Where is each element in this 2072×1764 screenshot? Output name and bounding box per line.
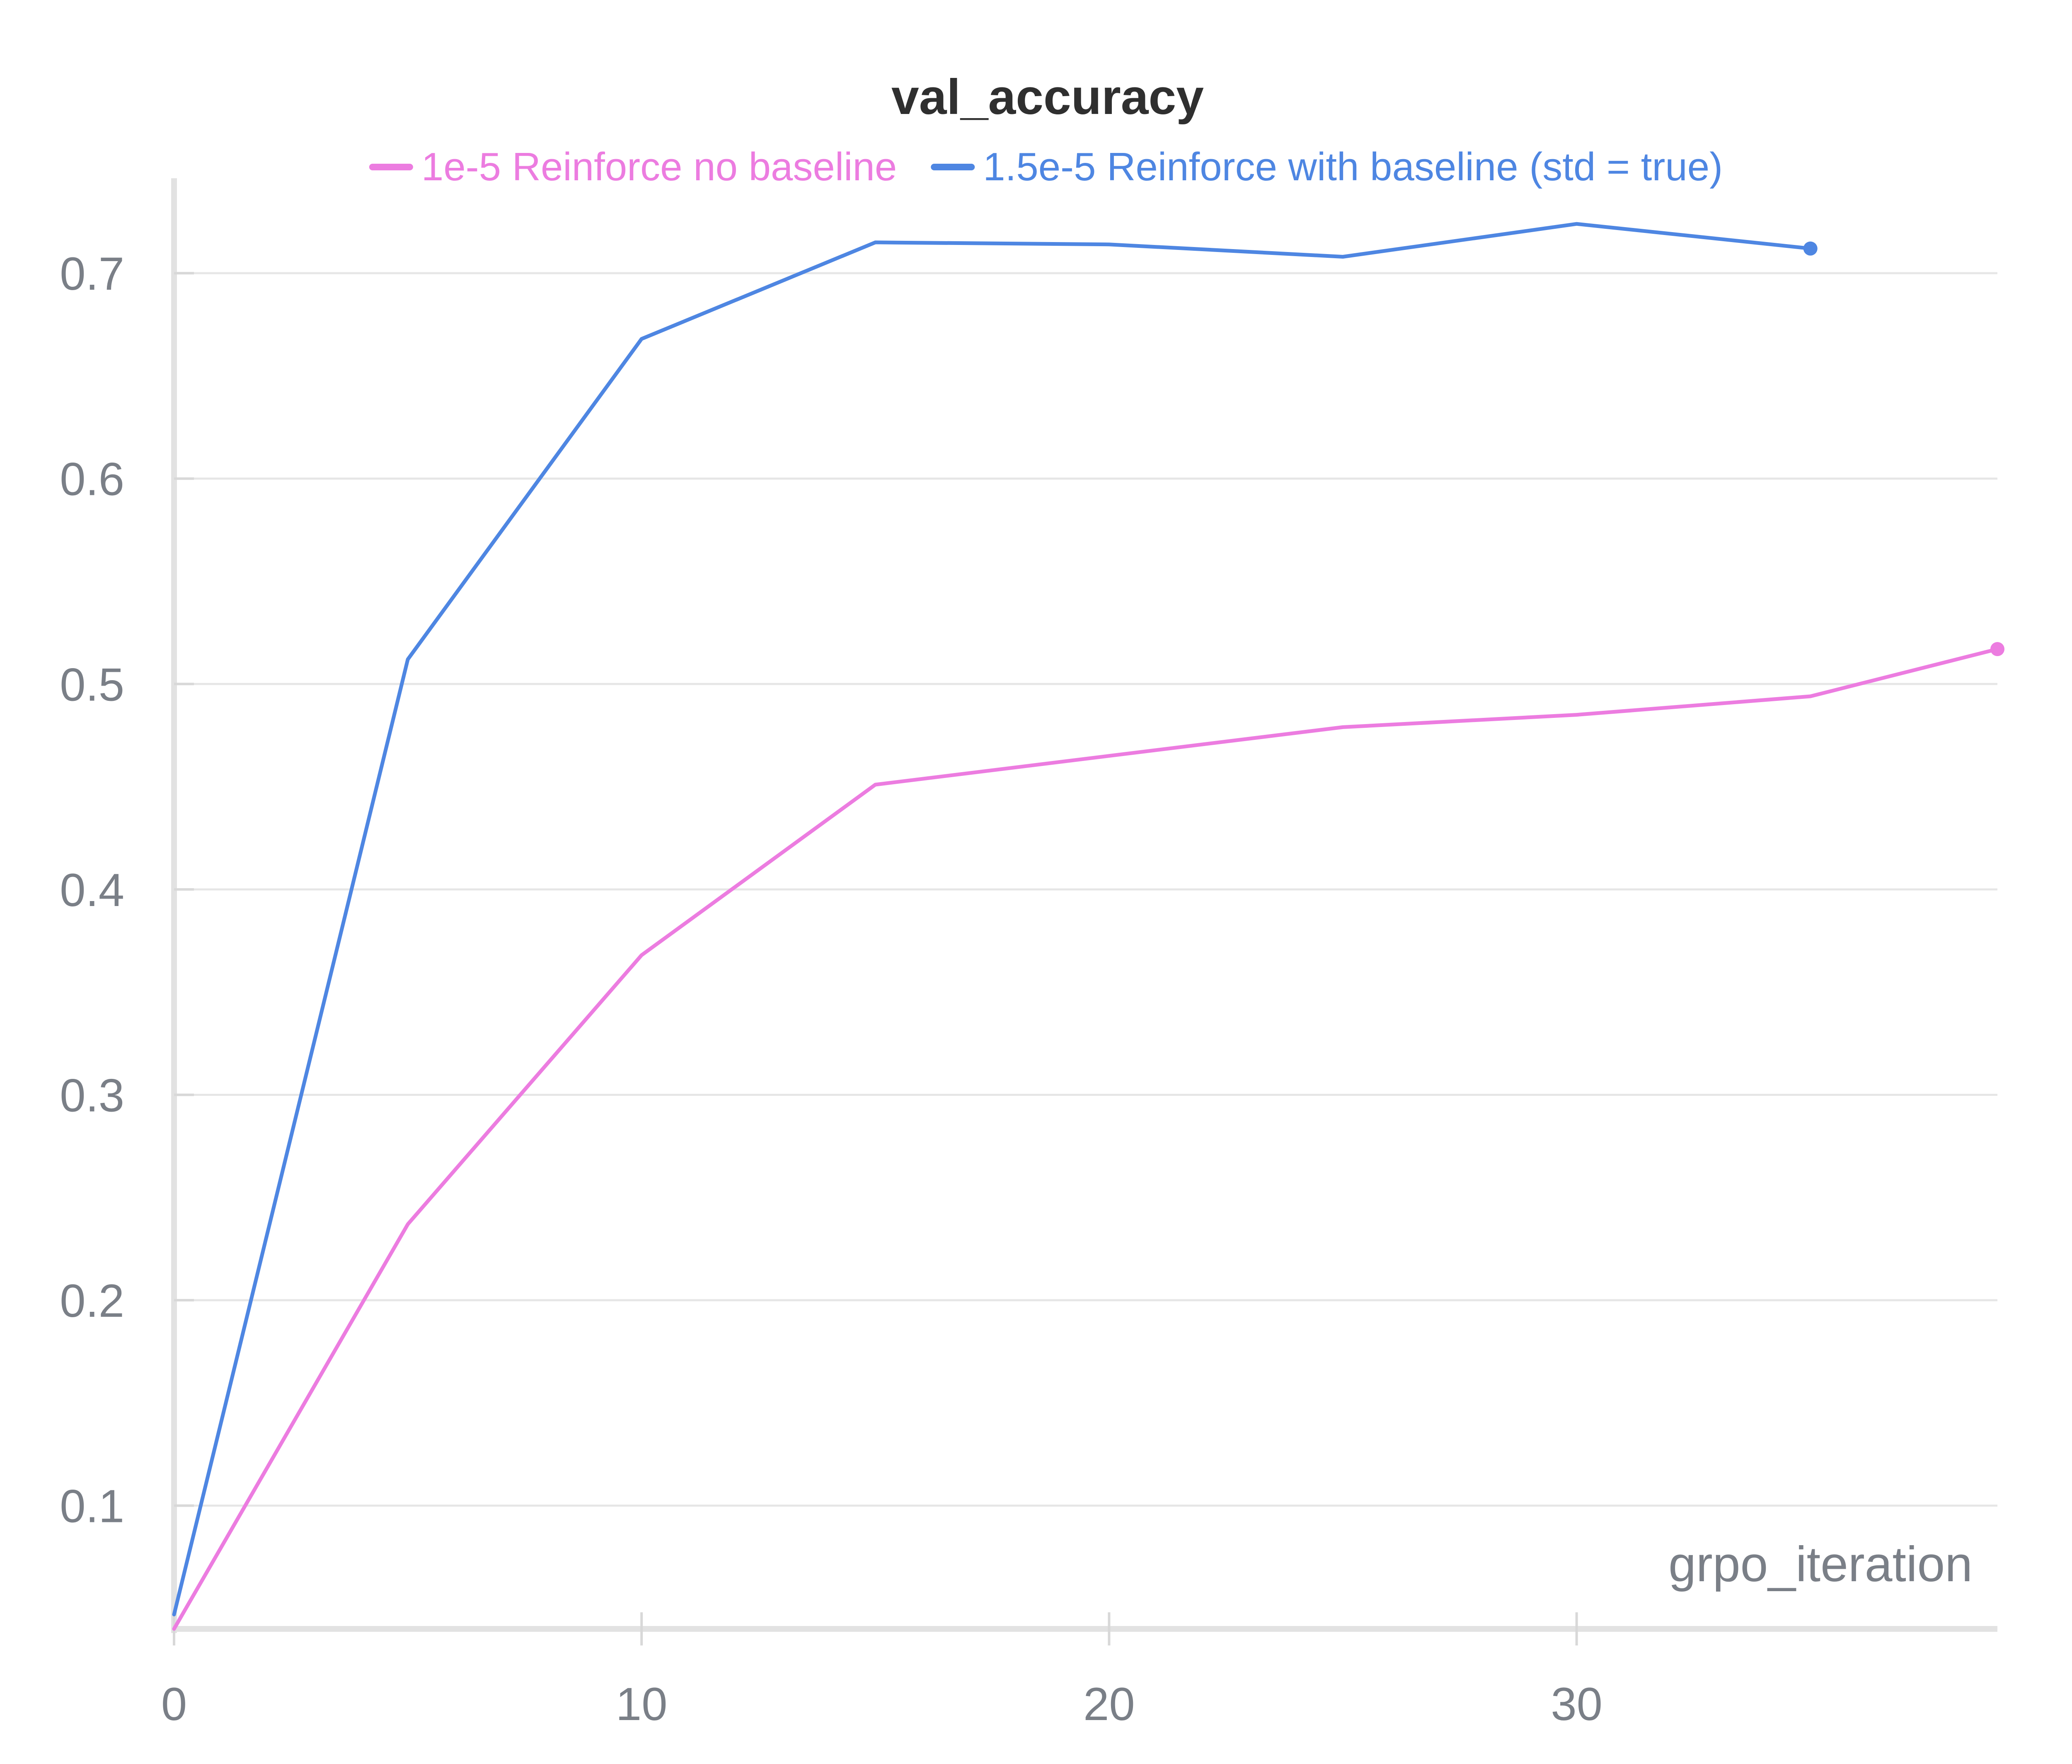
series-group	[172, 222, 2004, 1631]
y-tick-label: 0.1	[60, 1480, 124, 1532]
gridlines	[174, 272, 1997, 1507]
x-tick-label: 20	[1083, 1678, 1135, 1730]
legend-label: 1.5e-5 Reinforce with baseline (std = tr…	[983, 145, 1723, 189]
legend-item-2[interactable]: 1.5e-5 Reinforce with baseline (std = tr…	[931, 145, 1723, 189]
series-line-1	[172, 647, 1999, 1631]
x-tick-label: 30	[1551, 1678, 1602, 1730]
series-end-point-2	[1803, 241, 1818, 256]
x-axis-label: grpo_iteration	[1668, 1536, 1973, 1592]
legend[interactable]: 1e-5 Reinforce no baseline 1.5e-5 Reinfor…	[369, 145, 1723, 189]
legend-item-1[interactable]: 1e-5 Reinforce no baseline	[369, 145, 897, 189]
x-axis-ticks: 0 10 20 30	[161, 1612, 1602, 1730]
series-line-2	[172, 222, 1813, 1616]
series-end-point-1	[1990, 642, 2004, 657]
y-tick-label: 0.4	[60, 864, 124, 916]
x-tick-label: 10	[616, 1678, 668, 1730]
y-tick-label: 0.3	[60, 1069, 124, 1121]
chart-title: val_accuracy	[891, 69, 1204, 125]
x-tick-label: 0	[161, 1678, 187, 1730]
y-axis-ticks: 0.1 0.2 0.3 0.4 0.5 0.6 0.7	[60, 248, 194, 1532]
y-tick-label: 0.7	[60, 248, 124, 300]
legend-label: 1e-5 Reinforce no baseline	[421, 145, 897, 189]
y-tick-label: 0.2	[60, 1275, 124, 1327]
y-tick-label: 0.5	[60, 659, 124, 710]
y-tick-label: 0.6	[60, 453, 124, 505]
axes	[171, 178, 1997, 1633]
